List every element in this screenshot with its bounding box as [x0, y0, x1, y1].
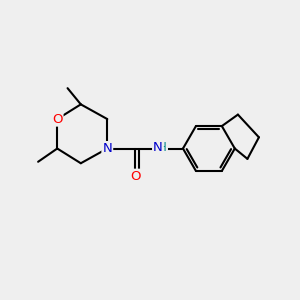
Text: H: H: [158, 141, 167, 154]
Text: O: O: [130, 170, 140, 183]
Text: O: O: [52, 112, 62, 126]
Text: N: N: [102, 142, 112, 155]
Text: N: N: [153, 141, 163, 154]
